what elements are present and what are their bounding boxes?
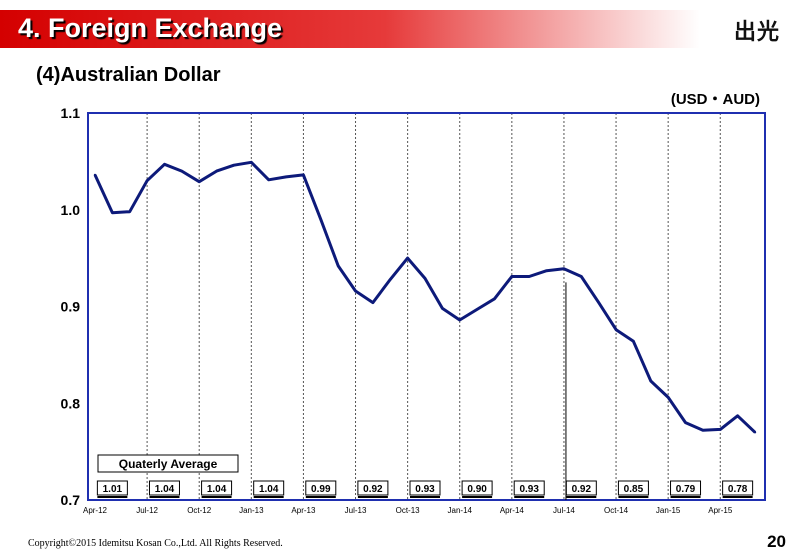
data-point — [701, 429, 705, 432]
x-tick-label: Jul-13 — [345, 506, 367, 515]
data-point — [406, 256, 409, 260]
quarter-avg-label: 0.92 — [572, 484, 592, 495]
data-point — [423, 277, 427, 280]
x-tick-label: Jul-12 — [136, 506, 158, 515]
x-tick-label: Jan-13 — [239, 506, 264, 515]
quarter-avg-box — [305, 480, 337, 496]
data-point — [649, 379, 652, 383]
data-point — [614, 328, 618, 331]
data-point — [250, 161, 253, 164]
data-point — [302, 173, 305, 177]
data-point — [354, 289, 357, 293]
quarter-avg-box — [409, 480, 441, 496]
data-point — [284, 175, 288, 179]
legend-label: Quaterly Average — [119, 457, 218, 471]
quarter-avg-label: 1.01 — [103, 484, 123, 495]
y-tick-label: 1.1 — [61, 105, 81, 121]
quarter-avg-box — [253, 480, 285, 496]
aud-series-line — [93, 160, 757, 434]
quarter-avg-box — [565, 480, 597, 496]
page-number: 20 — [767, 532, 786, 551]
data-point — [562, 267, 566, 270]
quarter-avg-label: 1.04 — [155, 484, 175, 495]
data-point — [580, 275, 583, 278]
data-point — [753, 431, 757, 434]
x-tick-label: Jul-14 — [553, 506, 575, 515]
data-point — [441, 307, 444, 310]
data-point — [93, 173, 97, 177]
data-point — [528, 275, 531, 278]
data-point — [632, 340, 635, 343]
data-point — [510, 275, 514, 278]
data-point — [666, 396, 670, 399]
x-tick-label: Oct-13 — [396, 506, 421, 515]
quarter-avg-label: 0.85 — [624, 484, 644, 495]
data-point — [215, 169, 218, 173]
x-tick-label: Apr-13 — [291, 506, 316, 515]
quarter-avg-label: 0.92 — [363, 484, 383, 495]
data-point — [493, 297, 496, 300]
data-point — [545, 269, 548, 272]
data-point — [198, 180, 201, 183]
y-tick-label: 0.7 — [61, 492, 81, 508]
data-point — [128, 210, 131, 213]
quarter-avg-label: 1.04 — [207, 484, 227, 495]
chart-subtitle: (4)Australian Dollar — [36, 64, 221, 86]
x-tick-label: Apr-15 — [708, 506, 733, 515]
data-point — [684, 421, 687, 424]
quarter-avg-label: 0.79 — [676, 484, 696, 495]
data-point — [371, 301, 375, 304]
quarter-avg-box — [461, 480, 493, 496]
data-point — [267, 178, 270, 181]
data-point — [336, 264, 340, 268]
unit-label: (USD・AUD) — [670, 91, 760, 108]
y-tick-label: 0.9 — [61, 299, 81, 315]
quarter-avg-box — [148, 480, 180, 496]
title-band — [0, 10, 700, 48]
data-point — [180, 169, 184, 173]
data-point — [458, 318, 461, 322]
quarter-avg-label: 0.93 — [415, 484, 435, 495]
quarter-avg-box — [617, 480, 649, 496]
data-point — [163, 163, 166, 166]
quarter-avg-box — [722, 480, 754, 496]
data-point — [597, 301, 600, 304]
quarter-avg-label: 0.78 — [728, 484, 748, 495]
x-tick-label: Oct-14 — [604, 506, 629, 515]
y-tick-label: 1.0 — [61, 202, 81, 218]
data-point — [719, 428, 722, 431]
x-tick-label: Jan-14 — [448, 506, 473, 515]
company-logo: 出光 — [733, 20, 780, 45]
page-title: 4. Foreign Exchange — [18, 13, 283, 43]
y-tick-label: 0.8 — [61, 395, 81, 411]
x-tick-label: Jan-15 — [656, 506, 681, 515]
x-tick-label: Apr-14 — [500, 506, 525, 515]
quarter-avg-box — [201, 480, 233, 496]
copyright-footer: Copyright©2015 Idemitsu Kosan Co.,Ltd. A… — [28, 538, 283, 549]
quarter-avg-box — [670, 480, 702, 496]
x-tick-label: Oct-12 — [187, 506, 212, 515]
data-point — [736, 414, 739, 418]
quarter-avg-label: 1.04 — [259, 484, 279, 495]
plot-frame — [87, 112, 766, 501]
data-point — [145, 179, 149, 182]
quarter-avg-box — [96, 480, 128, 496]
data-point — [111, 211, 114, 214]
data-point — [319, 218, 322, 221]
quarter-avg-label: 0.90 — [467, 484, 487, 495]
quarter-avg-box — [357, 480, 389, 496]
legend-box — [97, 454, 239, 473]
quarter-avg-label: 0.99 — [311, 484, 331, 495]
x-tick-label: Apr-12 — [83, 506, 108, 515]
quarter-avg-box — [513, 480, 545, 496]
data-point — [475, 308, 479, 311]
quarter-avg-label: 0.93 — [519, 484, 539, 495]
data-point — [389, 278, 392, 281]
data-point — [232, 164, 236, 167]
